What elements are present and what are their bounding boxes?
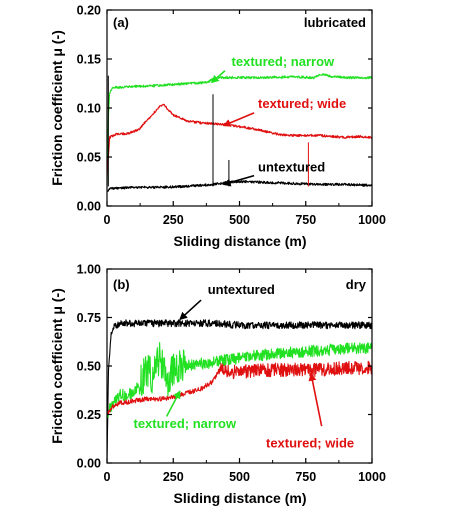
panel-a-series-textured-narrow	[107, 73, 372, 188]
panel-b-y-tick-label: 1.00	[77, 263, 101, 277]
panel-b-x-axis-title: Sliding distance (m)	[173, 490, 306, 506]
panel-b-x-tick-label: 250	[163, 470, 184, 484]
panel-b-annotations: untextured textured; narrow textured; wide	[134, 282, 355, 450]
panel-a-annotation-arrow	[210, 70, 226, 84]
panel-a-x-axis-title: Sliding distance (m)	[173, 233, 306, 249]
panel-a-y-tick-label: 0.10	[77, 102, 101, 116]
panel-a-annotation-arrow	[222, 174, 255, 187]
chart-panel-b: 0 250 500 750 1000 0.00 0.25 0.50 0.75 1.00 (b) d…	[49, 263, 386, 507]
panel-a-axis-ticks: 0 250 500 750 1000 0.00 0.05 0.10 0.15 0.20	[77, 4, 386, 228]
panel-a-x-tick-label: 0	[104, 213, 111, 227]
panel-a-y-axis-title: Friction coefficient μ (-)	[49, 30, 65, 186]
panel-a-x-tick-label: 500	[229, 213, 250, 227]
panel-b-annotation-arrow	[165, 390, 181, 417]
panel-b-annotation-label: textured; narrow	[134, 416, 237, 431]
panel-b-annotation-label: textured; wide	[266, 435, 354, 450]
panel-b-label: (b)	[113, 277, 130, 292]
panel-a-annotation-arrow	[222, 112, 255, 127]
panel-b-y-axis-title: Friction coefficient μ (-)	[49, 288, 65, 444]
panel-b-x-tick-label: 1000	[358, 470, 386, 484]
panel-b-condition-label: dry	[346, 277, 367, 292]
panel-b-series-untextured	[107, 319, 372, 463]
panel-a-y-tick-label: 0.15	[77, 53, 101, 67]
panel-b-axis-ticks: 0 250 500 750 1000 0.00 0.25 0.50 0.75 1.00	[77, 263, 386, 485]
panel-b-series-textured-wide	[107, 360, 372, 415]
panel-a-y-tick-label: 0.00	[77, 200, 101, 214]
panel-a-y-tick-label: 0.05	[77, 151, 101, 165]
panel-b-x-tick-label: 500	[229, 470, 250, 484]
panel-a-series-textured-wide	[107, 103, 372, 178]
panel-a-series-untextured	[107, 179, 372, 192]
panel-a-x-tick-label: 1000	[358, 213, 386, 227]
panel-b-x-tick-label: 750	[295, 470, 316, 484]
panel-b-series-textured-narrow	[107, 341, 372, 418]
panel-a-y-tick-label: 0.20	[77, 4, 101, 18]
chart-panel-a: 0 250 500 750 1000 0.00 0.05 0.10 0.15 0.20 (a) l…	[49, 4, 386, 250]
panel-a-annotation-label: untextured	[258, 160, 325, 175]
panel-b-annotation-label: untextured	[208, 282, 275, 297]
panel-b-x-tick-label: 0	[104, 470, 111, 484]
panel-a-annotation-label: textured; wide	[258, 96, 346, 111]
panel-b-y-tick-label: 0.25	[77, 408, 101, 422]
panel-b-y-tick-label: 0.75	[77, 311, 101, 325]
panel-a-condition-label: lubricated	[304, 15, 366, 30]
panel-a-label: (a)	[113, 15, 129, 30]
panel-a-x-tick-label: 750	[295, 213, 316, 227]
panel-b-annotation-arrow	[179, 299, 202, 321]
panel-a-annotation-label: textured; narrow	[232, 54, 335, 69]
panel-b-annotation-arrow	[308, 372, 323, 427]
panel-a-x-tick-label: 250	[163, 213, 184, 227]
panel-b-series-layer	[107, 319, 372, 463]
panel-b-y-tick-label: 0.50	[77, 360, 101, 374]
panel-a-series-layer	[107, 73, 372, 192]
panel-a-annotations: textured; narrow textured; wide untextured	[210, 54, 346, 187]
panel-b-y-tick-label: 0.00	[77, 457, 101, 471]
